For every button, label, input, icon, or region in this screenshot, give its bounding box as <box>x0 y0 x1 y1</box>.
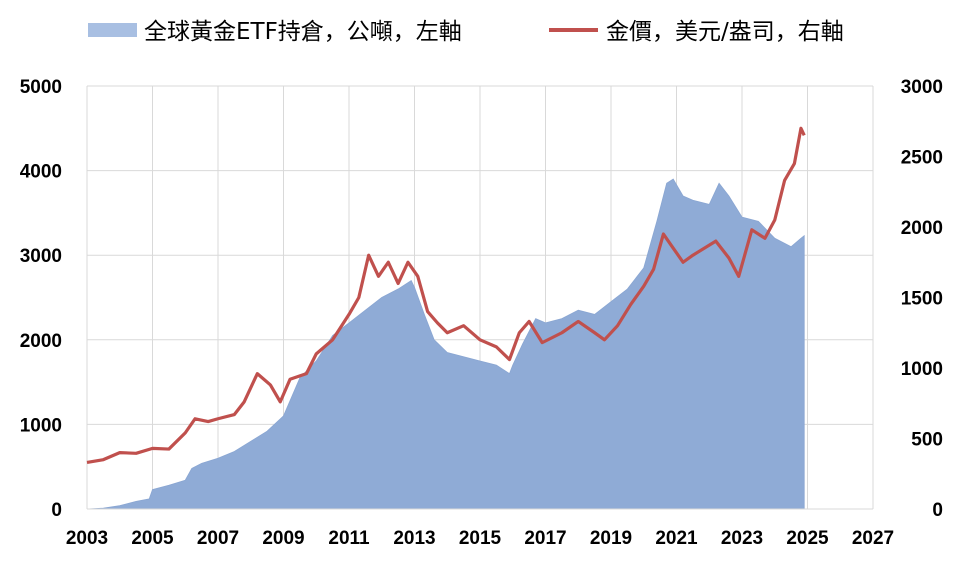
etf-holdings-area <box>86 178 805 510</box>
y-left-tick-label: 5000 <box>20 77 62 98</box>
legend-swatch-etf-holdings <box>88 23 137 37</box>
x-tick-label: 2011 <box>328 528 370 549</box>
x-tick-label: 2017 <box>524 528 566 549</box>
y-left-tick-label: 4000 <box>20 162 62 183</box>
legend-label-gold-price: 金價，美元/盎司，右軸 <box>606 19 844 45</box>
gold-price-line <box>86 126 806 465</box>
etf-holdings-area-series <box>86 178 805 510</box>
legend: 全球黃金ETF持倉，公噸，左軸 金價，美元/盎司，右軸 <box>88 19 844 45</box>
x-tick-label: 2003 <box>66 528 108 549</box>
x-tick-label: 2021 <box>655 528 698 549</box>
x-tick-label: 2007 <box>197 528 239 549</box>
y-right-tick-label: 1000 <box>901 359 943 380</box>
y-right-tick-label: 3000 <box>901 77 943 98</box>
y-left-tick-label: 1000 <box>20 415 62 436</box>
y-right-tick-label: 0 <box>932 500 943 521</box>
y-right-tick-label: 1500 <box>901 289 943 310</box>
x-tick-label: 2023 <box>721 528 763 549</box>
gold-price-line-series <box>86 126 806 465</box>
legend-label-etf-holdings: 全球黃金ETF持倉，公噸，左軸 <box>144 19 462 45</box>
x-tick-label: 2015 <box>459 528 502 549</box>
y-right-tick-label: 500 <box>911 430 943 451</box>
x-tick-label: 2005 <box>131 528 174 549</box>
y-right-tick-label: 2500 <box>901 148 943 169</box>
x-tick-label: 2009 <box>262 528 304 549</box>
y-left-tick-label: 0 <box>51 500 62 521</box>
x-tick-label: 2013 <box>393 528 435 549</box>
axes: 2003 2005 2007 2009 2011 2013 2015 2017 2019 2021… <box>20 77 943 549</box>
x-tick-label: 2025 <box>786 528 829 549</box>
y-right-tick-label: 2000 <box>901 218 943 239</box>
x-tick-label: 2027 <box>852 528 894 549</box>
y-left-tick-label: 2000 <box>20 331 62 352</box>
x-tick-label: 2019 <box>590 528 632 549</box>
y-left-tick-label: 3000 <box>20 246 62 267</box>
